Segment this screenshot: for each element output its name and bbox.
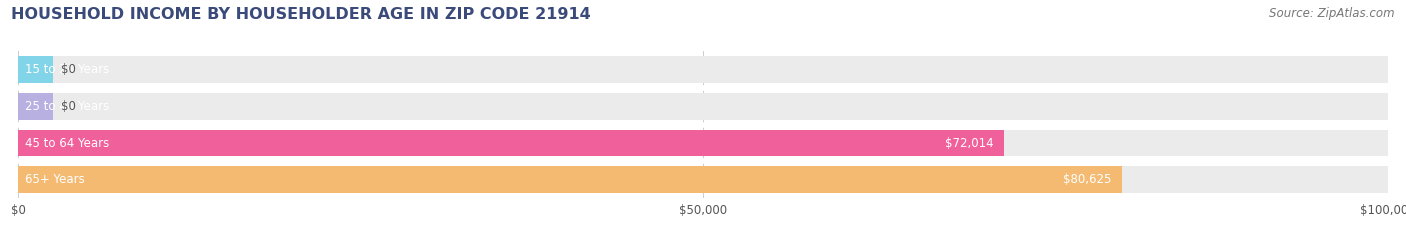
Text: $0: $0 — [60, 63, 76, 76]
Text: HOUSEHOLD INCOME BY HOUSEHOLDER AGE IN ZIP CODE 21914: HOUSEHOLD INCOME BY HOUSEHOLDER AGE IN Z… — [11, 7, 591, 22]
Text: Source: ZipAtlas.com: Source: ZipAtlas.com — [1270, 7, 1395, 20]
Text: 65+ Years: 65+ Years — [25, 173, 84, 186]
Bar — [18, 56, 1388, 83]
Text: 45 to 64 Years: 45 to 64 Years — [25, 137, 110, 150]
Text: $72,014: $72,014 — [945, 137, 994, 150]
Bar — [18, 130, 1004, 156]
Bar — [18, 130, 1388, 156]
Text: 25 to 44 Years: 25 to 44 Years — [25, 100, 110, 113]
Bar — [18, 93, 52, 120]
Text: 15 to 24 Years: 15 to 24 Years — [25, 63, 110, 76]
Text: $80,625: $80,625 — [1063, 173, 1111, 186]
Bar — [18, 167, 1122, 193]
Text: $0: $0 — [60, 100, 76, 113]
Bar — [18, 56, 52, 83]
Bar — [18, 167, 1388, 193]
Bar — [18, 93, 1388, 120]
